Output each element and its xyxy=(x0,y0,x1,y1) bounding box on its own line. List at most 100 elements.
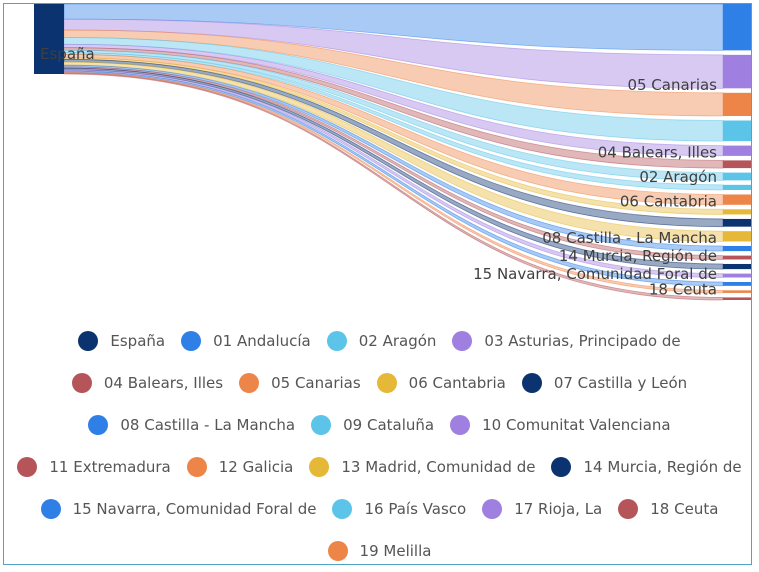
node-07-castilla-y-leon[interactable] xyxy=(723,218,751,227)
legend-swatch xyxy=(71,373,92,393)
node-10-comunitat-valenciana[interactable] xyxy=(723,145,751,156)
legend-item-07-castilla-y-leon[interactable]: 07 Castilla y León xyxy=(521,373,688,393)
node-label-06-cantabria: 06 Cantabria xyxy=(620,192,717,210)
legend-label: 06 Cantabria xyxy=(408,374,506,392)
flow-01-andalucia[interactable] xyxy=(63,3,724,51)
legend-swatch xyxy=(309,457,330,477)
legend-row: España 01 Andalucía 02 Aragón 03 Asturias, … xyxy=(0,320,759,362)
legend-row: 11 Extremadura 12 Galicia 13 Madrid, Comun… xyxy=(0,446,759,488)
legend-item-19-melilla[interactable]: 19 Melilla xyxy=(327,541,432,561)
node-label-08-castilla-la-mancha: 08 Castilla - La Mancha xyxy=(542,229,717,247)
legend-label: 11 Extremadura xyxy=(49,458,171,476)
legend-item-03-asturias-principado-de[interactable]: 03 Asturias, Principado de xyxy=(452,331,681,351)
node-label-espana: España xyxy=(40,45,95,63)
legend-item-11-extremadura[interactable]: 11 Extremadura xyxy=(17,457,171,477)
node-04-balears-illes[interactable] xyxy=(723,160,751,169)
node-03-asturias-principado-de[interactable] xyxy=(723,54,751,89)
legend-label: 08 Castilla - La Mancha xyxy=(120,416,296,434)
node-label-15-navarra-comunidad-foral-de: 15 Navarra, Comunidad Foral de xyxy=(473,265,717,283)
flow-07-castilla-y-leon[interactable] xyxy=(63,58,724,228)
legend-row: 08 Castilla - La Mancha 09 Cataluña 10 Com… xyxy=(0,404,759,446)
legend-swatch xyxy=(186,457,207,477)
node-02-aragon[interactable] xyxy=(723,184,751,190)
flow-03-asturias-principado-de[interactable] xyxy=(63,18,724,89)
legend-swatch xyxy=(311,415,332,435)
legend-item-15-navarra-comunidad-foral-de[interactable]: 15 Navarra, Comunidad Foral de xyxy=(40,499,317,519)
flow-14-murcia-region-de[interactable] xyxy=(63,67,724,270)
legend-item-05-canarias[interactable]: 05 Canarias xyxy=(239,373,361,393)
legend-item-12-galicia[interactable]: 12 Galicia xyxy=(186,457,294,477)
legend-label: 03 Asturias, Principado de xyxy=(484,332,681,350)
legend-swatch xyxy=(332,499,353,519)
sankey-chart: 01 Andalucía 05 Canarias 04 Balears, Illes… xyxy=(34,0,751,301)
legend-item-17-rioja-la[interactable]: 17 Rioja, La xyxy=(482,499,602,519)
legend-item-10-comunitat-valenciana[interactable]: 10 Comunitat Valenciana xyxy=(450,415,671,435)
node-label-14-murcia-region-de: 14 Murcia, Región de xyxy=(559,247,717,265)
legend-item-04-balears-illes[interactable]: 04 Balears, Illes xyxy=(71,373,223,393)
legend-swatch xyxy=(40,499,61,519)
legend-row: 04 Balears, Illes 05 Canarias 06 Cantabria… xyxy=(0,362,759,404)
legend-item-08-castilla-la-mancha[interactable]: 08 Castilla - La Mancha xyxy=(88,415,295,435)
node-14-murcia-region-de[interactable] xyxy=(723,263,751,270)
node-06-cantabria[interactable] xyxy=(723,209,751,215)
node-17-rioja-la[interactable] xyxy=(723,273,751,278)
legend-label: 13 Madrid, Comunidad de xyxy=(341,458,536,476)
node-15-navarra-comunidad-foral-de[interactable] xyxy=(723,281,751,286)
legend-swatch xyxy=(181,331,202,351)
node-18-ceuta[interactable] xyxy=(723,297,751,300)
node-16-pais-vasco[interactable] xyxy=(723,172,751,181)
legend-item-espana[interactable]: España xyxy=(78,331,165,351)
legend-item-16-pais-vasco[interactable]: 16 País Vasco xyxy=(332,499,466,519)
legend-item-18-ceuta[interactable]: 18 Ceuta xyxy=(618,499,718,519)
legend-swatch xyxy=(327,541,348,561)
legend-swatch xyxy=(452,331,473,351)
legend-label: 07 Castilla y León xyxy=(553,374,688,392)
node-19-melilla[interactable] xyxy=(723,290,751,293)
legend-label: 17 Rioja, La xyxy=(514,500,603,518)
flow-08-castilla-la-mancha[interactable] xyxy=(63,64,724,252)
node-label-18-ceuta: 18 Ceuta xyxy=(649,280,717,298)
node-11-extremadura[interactable] xyxy=(723,255,751,260)
node-08-castilla-la-mancha[interactable] xyxy=(723,245,751,252)
legend-swatch xyxy=(376,373,397,393)
node-05-canarias[interactable] xyxy=(723,92,751,116)
legend-label: 19 Melilla xyxy=(359,542,432,560)
legend-swatch xyxy=(17,457,38,477)
legend-label: 15 Navarra, Comunidad Foral de xyxy=(72,500,317,518)
legend-label: 14 Murcia, Región de xyxy=(583,458,742,476)
legend-label: 09 Cataluña xyxy=(343,416,435,434)
node-09-cataluna[interactable] xyxy=(723,120,751,142)
node-label-02-aragon: 02 Aragón xyxy=(639,168,717,186)
legend-swatch xyxy=(88,415,109,435)
flow-09-cataluna[interactable] xyxy=(63,37,724,142)
node-label-01-andalucia: 01 Andalucía xyxy=(619,4,717,5)
legend-label: 18 Ceuta xyxy=(650,500,719,518)
flow-05-canarias[interactable] xyxy=(63,29,724,117)
legend-item-06-cantabria[interactable]: 06 Cantabria xyxy=(376,373,506,393)
node-espana[interactable] xyxy=(34,4,64,74)
legend-label: 01 Andalucía xyxy=(213,332,311,350)
flow-04-balears-illes[interactable] xyxy=(63,47,724,169)
node-01-andalucia[interactable] xyxy=(723,4,751,51)
legend-item-01-andalucia[interactable]: 01 Andalucía xyxy=(181,331,311,351)
legend-swatch xyxy=(551,457,572,477)
legend-label: 02 Aragón xyxy=(358,332,437,350)
legend-row: 19 Melilla xyxy=(0,530,759,572)
chart-legend: España 01 Andalucía 02 Aragón 03 Asturias, … xyxy=(0,320,759,572)
legend-label: 12 Galicia xyxy=(218,458,294,476)
chart-frame: 01 Andalucía 05 Canarias 04 Balears, Illes… xyxy=(3,0,752,565)
node-13-madrid-comunidad-de[interactable] xyxy=(723,231,751,242)
legend-label: 16 País Vasco xyxy=(364,500,467,518)
legend-swatch xyxy=(239,373,260,393)
legend-swatch xyxy=(482,499,503,519)
flow-16-pais-vasco[interactable] xyxy=(63,49,724,181)
node-12-galicia[interactable] xyxy=(723,194,751,205)
legend-item-09-cataluna[interactable]: 09 Cataluña xyxy=(311,415,434,435)
legend-item-13-madrid-comunidad-de[interactable]: 13 Madrid, Comunidad de xyxy=(309,457,535,477)
legend-item-02-aragon[interactable]: 02 Aragón xyxy=(326,331,437,351)
legend-swatch xyxy=(521,373,542,393)
legend-label: 05 Canarias xyxy=(271,374,361,392)
legend-swatch xyxy=(326,331,347,351)
legend-swatch xyxy=(450,415,471,435)
legend-item-14-murcia-region-de[interactable]: 14 Murcia, Región de xyxy=(551,457,742,477)
